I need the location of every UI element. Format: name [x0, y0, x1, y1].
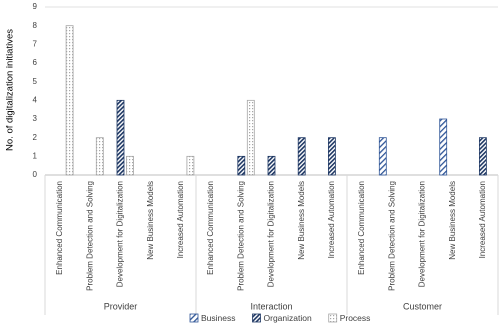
bar — [95, 137, 104, 176]
x-tick-label: Problem Detection and Solving — [387, 181, 396, 291]
x-tick-label: Enhanced Communication — [55, 181, 64, 275]
y-tick-label: 3 — [33, 114, 38, 123]
y-tick-label: 8 — [33, 21, 38, 30]
legend-swatch — [252, 313, 261, 323]
y-tick-label: 6 — [33, 58, 38, 67]
bar — [237, 155, 246, 176]
x-tick-label: Problem Detection and Solving — [236, 181, 245, 291]
y-axis-title: No. of digitalization initiatives — [5, 29, 16, 151]
x-tick-label: Problem Detection and Solving — [85, 181, 94, 291]
legend-label: Organization — [264, 313, 312, 323]
y-tick-label: 7 — [33, 39, 38, 48]
legend-label: Business — [201, 313, 236, 323]
bar — [327, 137, 336, 176]
x-tick-label: Development for Digitalization — [116, 181, 125, 287]
bar — [297, 137, 306, 176]
y-tick-label: 5 — [33, 77, 38, 86]
group-label: Provider — [104, 301, 138, 311]
x-tick-label: Enhanced Communication — [357, 181, 366, 275]
bar — [65, 25, 74, 176]
group-label: Customer — [403, 301, 442, 311]
bar — [186, 155, 195, 176]
bar — [246, 99, 255, 176]
bar — [126, 155, 134, 176]
x-tick-label: Increased Automation — [176, 181, 185, 258]
y-tick-label: 2 — [33, 133, 38, 142]
x-tick-label: New Business Models — [448, 181, 457, 260]
y-tick-label: 4 — [33, 95, 38, 104]
x-tick-label: Enhanced Communication — [206, 181, 215, 275]
legend-swatch — [189, 313, 199, 323]
x-tick-label: New Business Models — [297, 181, 306, 260]
legend-swatch — [328, 313, 338, 323]
y-tick-label: 9 — [33, 2, 38, 11]
x-tick-label: Development for Digitalization — [418, 181, 427, 287]
bar — [478, 137, 487, 176]
group-label: Interaction — [250, 301, 292, 311]
y-tick-label: 0 — [33, 170, 38, 179]
y-tick-label: 1 — [33, 151, 38, 160]
x-tick-label: Increased Automation — [478, 181, 487, 258]
bar — [378, 137, 387, 176]
bar — [116, 99, 125, 176]
x-tick-label: New Business Models — [146, 181, 155, 260]
x-tick-label: Increased Automation — [327, 181, 336, 258]
bar — [267, 155, 276, 176]
x-tick-label: Development for Digitalization — [267, 181, 276, 287]
bar — [439, 118, 448, 176]
legend-label: Process — [340, 313, 371, 323]
